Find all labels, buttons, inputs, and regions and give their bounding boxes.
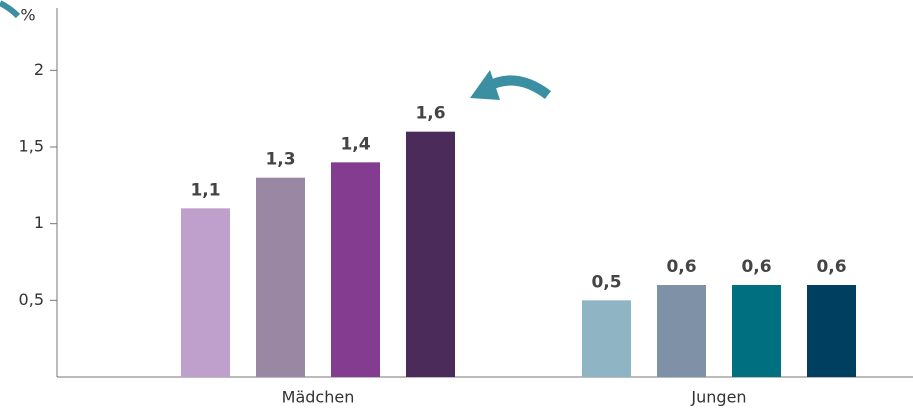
value-label: 0,6 (666, 257, 696, 277)
y-tick-label: 1 (34, 213, 44, 232)
arrow-head (470, 70, 500, 100)
value-label: 0,6 (741, 257, 771, 277)
y-tick-label: 0,5 (19, 290, 44, 309)
x-tick-label: Mädchen (282, 388, 355, 407)
y-axis-label: % (20, 6, 35, 25)
bar (732, 285, 781, 377)
value-label: 0,5 (591, 272, 621, 292)
value-label: 1,6 (415, 104, 445, 124)
arrow-decoration (0, 0, 21, 19)
value-label: 1,1 (190, 180, 220, 200)
bar (331, 162, 380, 377)
bar (406, 131, 455, 377)
value-label: 1,3 (265, 150, 295, 170)
bar (657, 285, 706, 377)
bar (256, 177, 305, 377)
y-tick-label: 2 (34, 60, 44, 79)
y-tick-label: 1,5 (19, 137, 44, 156)
x-tick-label: Jungen (690, 388, 746, 407)
bar (582, 300, 631, 377)
value-label: 1,4 (340, 134, 370, 154)
value-label: 0,6 (816, 257, 846, 277)
bar (807, 285, 856, 377)
bar (181, 208, 230, 377)
